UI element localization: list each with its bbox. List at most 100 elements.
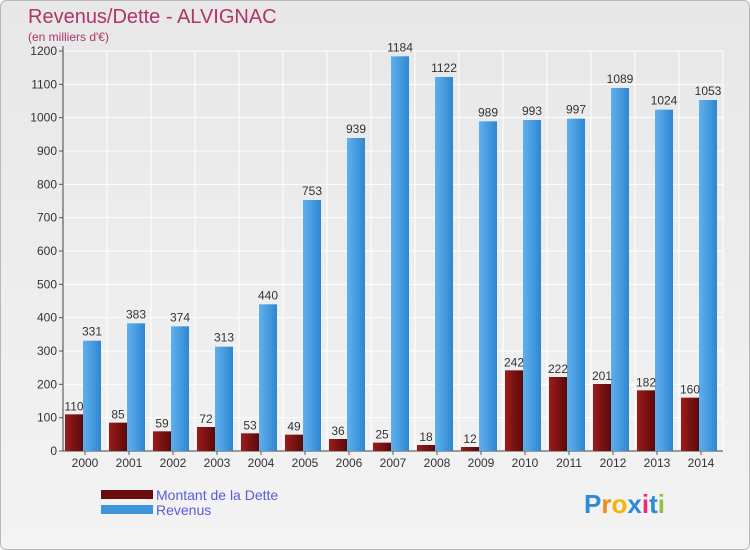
data-label-dette: 25: [375, 428, 389, 442]
proxiti-logo: Proxiti: [584, 489, 665, 520]
data-label-dette: 242: [504, 355, 524, 369]
logo-letter: t: [649, 489, 658, 519]
bar-revenus: [215, 346, 233, 451]
bar-dette: [109, 422, 127, 451]
bar-dette: [461, 447, 479, 451]
data-label-dette: 110: [64, 399, 83, 413]
data-label-dette: 36: [331, 424, 345, 438]
data-label-revenus: 753: [302, 184, 322, 198]
data-label-dette: 201: [592, 369, 612, 383]
bar-revenus: [391, 56, 409, 451]
data-label-revenus: 993: [522, 104, 542, 118]
bar-revenus: [259, 304, 277, 451]
data-label-revenus: 1089: [607, 72, 634, 86]
bar-revenus: [523, 120, 541, 451]
x-tick-label: 2014: [688, 456, 715, 470]
x-tick-label: 2007: [380, 456, 407, 470]
data-label-dette: 12: [463, 432, 477, 446]
y-tick-label: 1200: [30, 44, 57, 58]
chart-title: Revenus/Dette - ALVIGNAC: [28, 6, 277, 28]
bar-revenus: [699, 100, 717, 451]
x-tick-label: 2003: [204, 456, 231, 470]
data-label-dette: 49: [287, 420, 301, 434]
y-tick-label: 800: [37, 177, 57, 191]
x-tick-label: 2008: [424, 456, 451, 470]
bar-dette: [65, 414, 83, 451]
x-tick-label: 2004: [248, 456, 275, 470]
legend-swatch-revenus: [101, 505, 153, 514]
x-tick-label: 2009: [468, 456, 495, 470]
data-label-revenus: 1184: [387, 40, 413, 54]
data-label-revenus: 1024: [651, 94, 678, 108]
bar-dette: [153, 431, 171, 451]
bar-dette: [417, 445, 435, 451]
bar-revenus: [567, 118, 585, 452]
logo-letter: i: [657, 489, 665, 519]
data-label-dette: 72: [199, 412, 213, 426]
data-label-revenus: 374: [170, 310, 190, 324]
logo-letter: P: [584, 489, 602, 519]
logo-letter: r: [601, 489, 612, 519]
x-tick-label: 2013: [644, 456, 671, 470]
axes: 0 100 200 300 400 500 600 700 800 900 1000 1100 1200…: [30, 44, 723, 470]
bar-dette: [329, 439, 347, 451]
x-tick-label: 2012: [600, 456, 627, 470]
data-label-dette: 59: [155, 416, 169, 430]
x-tick-label: 2011: [556, 456, 582, 470]
bar-dette: [681, 397, 699, 451]
bar-dette: [373, 442, 391, 451]
data-label-dette: 18: [419, 430, 433, 444]
data-label-revenus: 997: [566, 103, 586, 117]
x-tick-label: 2002: [160, 456, 187, 470]
y-tick-label: 1000: [30, 111, 57, 125]
data-label-dette: 85: [111, 408, 125, 422]
bar-revenus: [611, 88, 629, 451]
data-label-revenus: 989: [478, 105, 498, 119]
bars: [65, 56, 717, 452]
y-tick-label: 600: [37, 244, 57, 258]
data-label-dette: 222: [548, 362, 568, 376]
bar-revenus: [435, 77, 453, 451]
bar-revenus: [347, 138, 365, 451]
bar-dette: [197, 427, 215, 451]
data-label-revenus: 1053: [695, 84, 722, 98]
data-label-revenus: 313: [214, 331, 234, 345]
logo-letter: x: [627, 489, 642, 519]
data-label-revenus: 440: [258, 288, 278, 302]
bar-dette: [637, 390, 655, 451]
logo-letter: o: [611, 489, 628, 519]
bar-revenus: [171, 326, 189, 451]
bar-revenus: [127, 323, 145, 451]
y-tick-label: 0: [50, 444, 57, 458]
bar-dette: [593, 384, 611, 451]
data-label-revenus: 383: [126, 307, 146, 321]
legend-swatch-dette: [101, 490, 153, 499]
data-label-revenus: 331: [82, 325, 102, 339]
y-tick-label: 100: [37, 411, 57, 425]
y-tick-label: 200: [37, 377, 57, 391]
y-tick-label: 400: [37, 311, 57, 325]
data-label-dette: 53: [243, 418, 257, 432]
y-tick-label: 900: [37, 144, 57, 158]
legend-label-revenus: Revenus: [156, 502, 212, 518]
bar-dette: [549, 377, 567, 451]
data-label-revenus: 939: [346, 122, 366, 136]
bar-dette: [505, 370, 523, 451]
data-label-dette: 182: [636, 375, 656, 389]
bar-revenus: [655, 109, 673, 452]
y-tick-label: 300: [37, 344, 57, 358]
legend-label-dette: Montant de la Dette: [156, 487, 279, 503]
y-tick-label: 1100: [31, 77, 57, 91]
bar-revenus: [303, 200, 321, 451]
chart-subtitle: (en milliers d'€): [28, 30, 109, 44]
data-labels: 110 331 85 383 59 374 72 313 53 440 49 753 36 939 25 11…: [64, 40, 721, 446]
bar-dette: [285, 434, 303, 451]
x-tick-label: 2006: [336, 456, 363, 470]
bar-dette: [241, 433, 259, 451]
x-tick-label: 2001: [116, 456, 143, 470]
data-label-dette: 160: [680, 383, 700, 397]
x-tick-label: 2010: [512, 456, 539, 470]
y-tick-label: 700: [37, 211, 57, 225]
